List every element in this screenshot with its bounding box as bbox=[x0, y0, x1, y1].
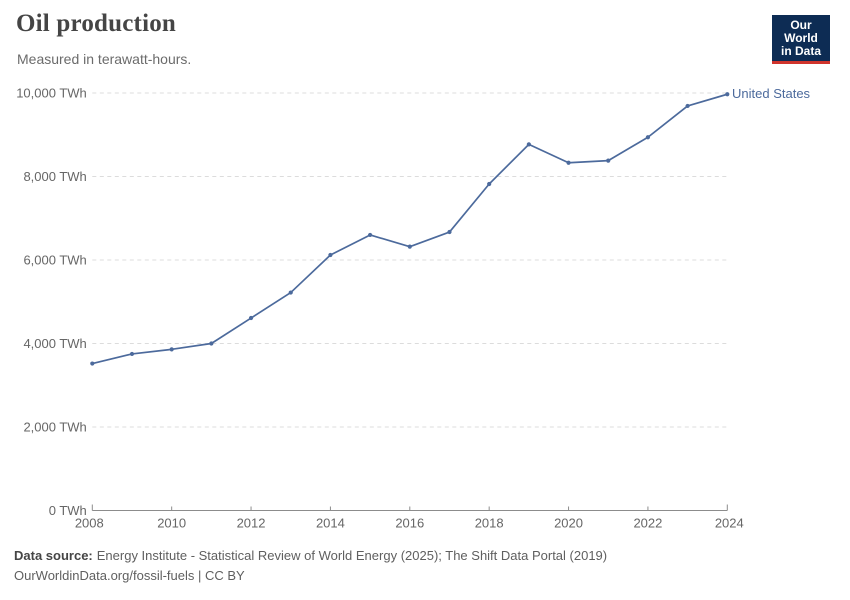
x-axis-tick-label: 2024 bbox=[715, 516, 744, 531]
data-point bbox=[169, 347, 174, 352]
data-point bbox=[566, 160, 571, 165]
y-axis-tick-label: 4,000 TWh bbox=[23, 336, 86, 351]
data-point bbox=[90, 361, 95, 366]
data-point bbox=[407, 244, 412, 249]
y-axis-tick-label: 6,000 TWh bbox=[23, 253, 86, 268]
y-axis-tick-label: 2,000 TWh bbox=[23, 420, 86, 435]
data-point bbox=[368, 232, 373, 238]
x-axis-tick-label: 2008 bbox=[75, 516, 104, 531]
x-axis-tick-label: 2012 bbox=[237, 516, 266, 531]
chart-subtitle: Measured in terawatt-hours. bbox=[17, 51, 192, 67]
owid-logo-text-line1: Our World bbox=[784, 18, 818, 45]
data-point bbox=[288, 290, 293, 295]
x-axis-tick-label: 2022 bbox=[633, 516, 662, 531]
data-point bbox=[645, 135, 651, 140]
x-axis-tick-label: 2020 bbox=[554, 516, 583, 531]
owid-logo[interactable]: Our World in Data bbox=[772, 15, 830, 64]
data-point bbox=[129, 351, 135, 357]
data-source-text: Energy Institute - Statistical Review of… bbox=[96, 548, 608, 563]
data-point bbox=[248, 315, 254, 321]
y-axis-tick-label: 10,000 TWh bbox=[16, 86, 87, 101]
y-axis-tick-label: 0 TWh bbox=[49, 503, 87, 518]
x-axis-tick-label: 2010 bbox=[157, 516, 186, 531]
data-point bbox=[725, 92, 730, 97]
data-point bbox=[209, 341, 214, 346]
x-axis-tick-label: 2018 bbox=[475, 516, 504, 531]
page-title: Oil production bbox=[16, 10, 177, 37]
data-point bbox=[447, 229, 452, 235]
data-point bbox=[328, 252, 333, 258]
data-source-label: Data source: bbox=[14, 548, 93, 563]
y-axis-tick-label: 8,000 TWh bbox=[23, 169, 86, 184]
data-line bbox=[91, 93, 729, 365]
owid-logo-text-line2: in Data bbox=[780, 44, 821, 58]
x-axis-tick-label: 2016 bbox=[395, 516, 424, 531]
data-point bbox=[606, 158, 611, 163]
license-link[interactable]: OurWorldinData.org/fossil-fuels | CC BY bbox=[14, 568, 245, 583]
data-point bbox=[526, 142, 531, 147]
series-entity-label: United States bbox=[732, 86, 811, 102]
data-point bbox=[685, 103, 690, 109]
data-point bbox=[487, 181, 492, 187]
data-source-note: Data source: Energy Institute - Statistic… bbox=[14, 546, 607, 566]
x-axis-tick-label: 2014 bbox=[316, 516, 345, 531]
